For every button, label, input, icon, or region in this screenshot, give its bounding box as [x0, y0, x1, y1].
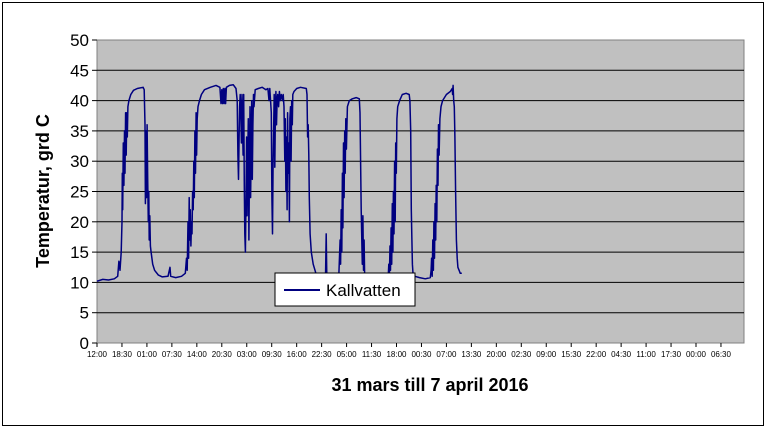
legend: Kallvatten — [274, 272, 416, 307]
y-tick-label: 0 — [80, 334, 89, 353]
x-tick-label: 07:00 — [436, 350, 457, 359]
y-tick-label: 20 — [70, 213, 89, 232]
x-tick-label: 00:30 — [411, 350, 432, 359]
x-tick-label: 06:30 — [711, 350, 732, 359]
y-tick-label: 25 — [70, 183, 89, 202]
y-tick-label: 45 — [70, 61, 89, 80]
y-tick-label: 15 — [70, 243, 89, 262]
y-tick-label: 35 — [70, 122, 89, 141]
x-tick-label: 16:00 — [287, 350, 308, 359]
x-tick-label: 20:00 — [486, 350, 507, 359]
x-tick-labels: 12:00 18:30 01:00 07:30 14:00 20:30 03:00 09:30… — [87, 343, 732, 359]
x-tick-label: 18:30 — [112, 350, 133, 359]
x-tick-label: 09:00 — [536, 350, 557, 359]
x-tick-label: 14:00 — [187, 350, 208, 359]
x-tick-label: 22:00 — [586, 350, 607, 359]
x-tick-label: 05:00 — [337, 350, 358, 359]
y-tick-label: 50 — [70, 31, 89, 50]
x-tick-label: 04:30 — [611, 350, 632, 359]
gridlines — [97, 69, 744, 314]
x-tick-label: 00:00 — [686, 350, 707, 359]
x-tick-label: 07:30 — [162, 350, 183, 359]
y-tick-label: 5 — [80, 304, 89, 323]
x-tick-label: 11:00 — [636, 350, 656, 359]
y-tick-label: 30 — [70, 152, 89, 171]
y-axis-title: Temperatur, grd C — [33, 114, 53, 268]
y-tick-label: 10 — [70, 273, 89, 292]
x-tick-label: 01:00 — [137, 350, 158, 359]
x-tick-label: 09:30 — [262, 350, 283, 359]
x-tick-label: 12:00 — [87, 350, 108, 359]
y-tick-label: 40 — [70, 92, 89, 111]
legend-label: Kallvatten — [326, 281, 401, 300]
x-tick-label: 11:30 — [362, 350, 382, 359]
x-tick-label: 02:30 — [511, 350, 532, 359]
x-axis-title: 31 mars till 7 april 2016 — [331, 375, 528, 395]
x-tick-label: 22:30 — [312, 350, 333, 359]
y-tick-labels: 0 5 10 15 20 25 30 35 40 45 50 — [70, 31, 97, 353]
x-tick-label: 15:30 — [561, 350, 582, 359]
series-line-0 — [96, 84, 462, 282]
x-tick-label: 13:30 — [461, 350, 482, 359]
x-tick-label: 20:30 — [212, 350, 233, 359]
series-lines — [96, 84, 462, 282]
x-tick-label: 03:00 — [237, 350, 258, 359]
x-tick-label: 17:30 — [661, 350, 682, 359]
x-tick-label: 18:00 — [386, 350, 407, 359]
